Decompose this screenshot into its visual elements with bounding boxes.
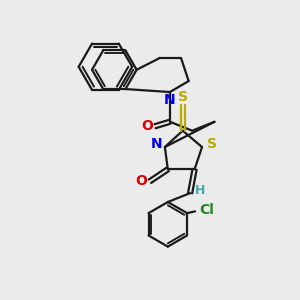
Text: H: H [195,184,206,196]
Text: S: S [178,89,188,103]
Text: O: O [141,119,153,133]
Text: O: O [136,174,148,188]
Text: N: N [164,93,176,107]
Text: S: S [206,137,217,151]
Text: Cl: Cl [199,203,214,217]
Text: N: N [151,137,162,151]
